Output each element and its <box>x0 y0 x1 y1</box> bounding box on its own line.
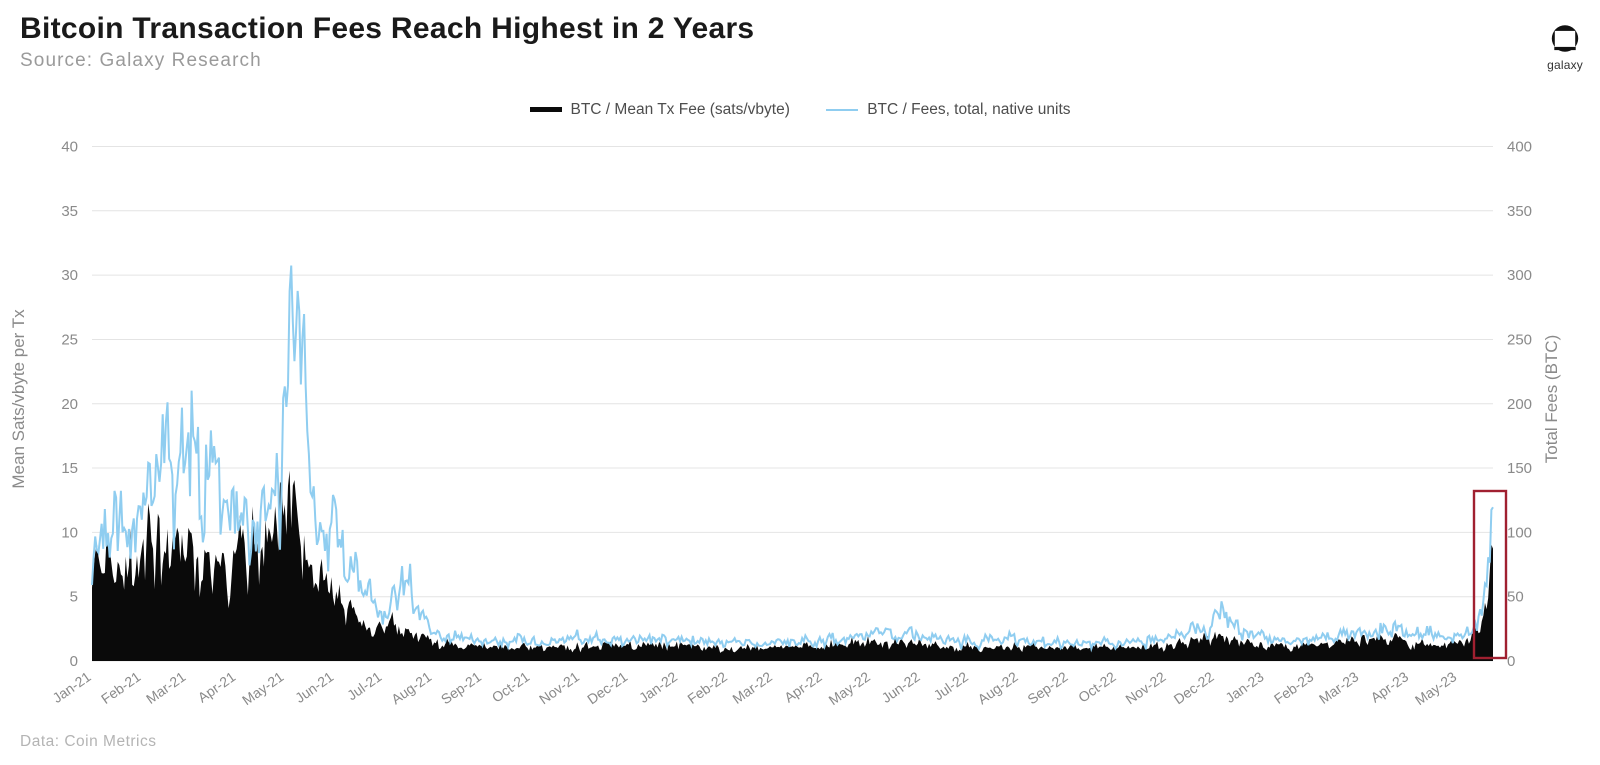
svg-text:200: 200 <box>1507 396 1532 413</box>
svg-text:Sep-21: Sep-21 <box>438 668 484 707</box>
svg-text:Nov-22: Nov-22 <box>1122 668 1168 707</box>
svg-text:0: 0 <box>1507 653 1515 670</box>
svg-text:May-23: May-23 <box>1412 668 1460 708</box>
svg-text:100: 100 <box>1507 524 1532 541</box>
svg-text:Apr-22: Apr-22 <box>781 668 825 705</box>
svg-text:Dec-22: Dec-22 <box>1171 668 1217 707</box>
svg-text:Jun-21: Jun-21 <box>292 668 336 706</box>
svg-text:Jun-22: Jun-22 <box>879 668 923 706</box>
svg-text:Feb-23: Feb-23 <box>1271 668 1317 707</box>
svg-text:35: 35 <box>61 203 78 220</box>
svg-text:20: 20 <box>61 396 78 413</box>
svg-text:Feb-22: Feb-22 <box>684 668 730 707</box>
svg-text:Aug-22: Aug-22 <box>975 668 1021 707</box>
svg-text:250: 250 <box>1507 331 1532 348</box>
svg-text:Mean Sats/vbyte per Tx: Mean Sats/vbyte per Tx <box>9 309 28 489</box>
svg-text:Aug-21: Aug-21 <box>388 668 434 707</box>
svg-text:Apr-21: Apr-21 <box>195 668 239 705</box>
svg-text:Nov-21: Nov-21 <box>536 668 582 707</box>
svg-text:May-22: May-22 <box>826 668 874 708</box>
svg-text:50: 50 <box>1507 589 1524 606</box>
svg-text:0: 0 <box>70 653 78 670</box>
svg-text:Total Fees (BTC): Total Fees (BTC) <box>1542 335 1561 463</box>
svg-text:5: 5 <box>70 589 78 606</box>
svg-text:Dec-21: Dec-21 <box>584 668 630 707</box>
svg-text:300: 300 <box>1507 267 1532 284</box>
svg-text:40: 40 <box>61 139 78 156</box>
svg-text:10: 10 <box>61 524 78 541</box>
svg-text:Apr-23: Apr-23 <box>1368 668 1412 705</box>
svg-text:150: 150 <box>1507 460 1532 477</box>
svg-text:Mar-23: Mar-23 <box>1316 668 1362 707</box>
svg-text:Mar-22: Mar-22 <box>729 668 775 707</box>
svg-text:Feb-21: Feb-21 <box>98 668 144 707</box>
svg-text:15: 15 <box>61 460 78 477</box>
svg-text:Jul-21: Jul-21 <box>344 668 385 703</box>
svg-text:Mar-21: Mar-21 <box>143 668 189 707</box>
svg-text:Jul-22: Jul-22 <box>931 668 972 703</box>
svg-text:400: 400 <box>1507 139 1532 156</box>
svg-text:Oct-22: Oct-22 <box>1075 668 1119 705</box>
svg-text:Jan-21: Jan-21 <box>49 668 93 706</box>
svg-text:30: 30 <box>61 267 78 284</box>
svg-text:Oct-21: Oct-21 <box>489 668 533 705</box>
svg-text:Sep-22: Sep-22 <box>1024 668 1070 707</box>
svg-text:May-21: May-21 <box>239 668 287 708</box>
svg-text:Jan-23: Jan-23 <box>1222 668 1266 706</box>
svg-text:350: 350 <box>1507 203 1532 220</box>
svg-text:25: 25 <box>61 331 78 348</box>
svg-text:Jan-22: Jan-22 <box>636 668 680 706</box>
